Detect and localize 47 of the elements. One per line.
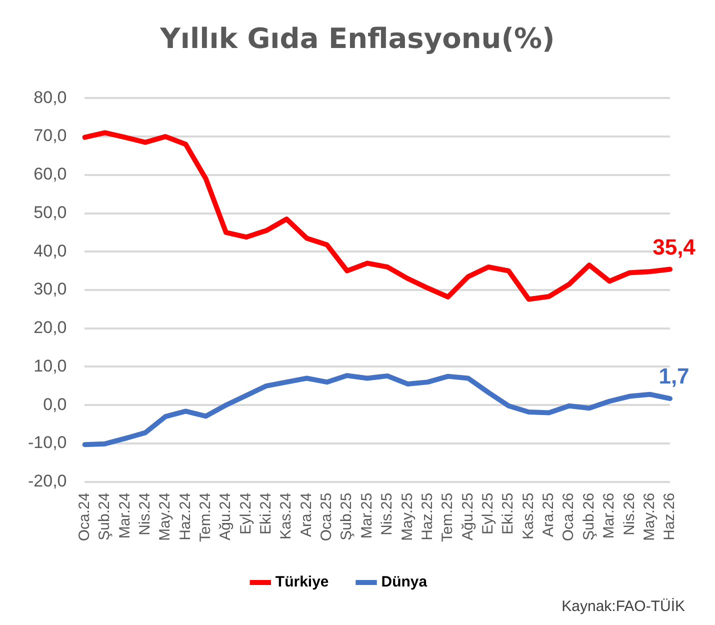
x-tick-label: Tem.24 bbox=[196, 492, 214, 542]
legend-label: Dünya bbox=[381, 574, 428, 591]
x-tick-label: Eki.25 bbox=[500, 492, 517, 535]
x-tick-label: Eyl.25 bbox=[480, 492, 497, 535]
x-tick-label: Ara.24 bbox=[298, 492, 315, 538]
x-tick-label: Mar.24 bbox=[116, 492, 134, 539]
x-tick-label: Eki.24 bbox=[258, 492, 275, 535]
x-tick-label: Şub.26 bbox=[580, 492, 598, 540]
y-tick-label: 50,0 bbox=[34, 202, 67, 222]
x-tick-label: Kas.24 bbox=[278, 492, 295, 540]
y-tick-label: -20,0 bbox=[28, 472, 67, 490]
legend-label: Türkiye bbox=[275, 574, 329, 591]
x-tick-label: Oca.25 bbox=[318, 492, 336, 542]
x-tick-label: Ağu.25 bbox=[459, 492, 476, 540]
y-tick-label: 70,0 bbox=[34, 126, 67, 146]
text: Kaynak:FAO-TÜİK bbox=[562, 598, 685, 615]
x-tick-label: Oca.24 bbox=[76, 492, 93, 542]
x-tick-label: Haz.24 bbox=[176, 492, 194, 540]
y-tick-label: 80,0 bbox=[34, 88, 67, 107]
x-tick-label: Haz.26 bbox=[661, 492, 678, 540]
data-label: 35,4 bbox=[652, 234, 696, 260]
x-tick-label: May.26 bbox=[640, 492, 658, 541]
x-tick-label: Mar.26 bbox=[600, 492, 618, 539]
x-tick-label: Tem.25 bbox=[439, 492, 456, 542]
x-tick-label: May.24 bbox=[156, 492, 174, 541]
x-tick-label: Ağu.24 bbox=[217, 492, 234, 540]
x-tick-label: Mar.25 bbox=[358, 492, 376, 539]
x-tick-label: Oca.26 bbox=[560, 492, 578, 542]
y-tick-label: 0,0 bbox=[43, 394, 67, 414]
y-tick-label: 30,0 bbox=[34, 280, 67, 299]
x-tick-label: Nis.25 bbox=[378, 492, 396, 536]
x-tick-label: Şub.25 bbox=[338, 492, 356, 540]
y-tick-label: 60,0 bbox=[34, 164, 67, 184]
x-tick-label: Eyl.24 bbox=[237, 492, 254, 535]
x-tick-label: Ara.25 bbox=[540, 492, 558, 538]
y-tick-label: 40,0 bbox=[34, 241, 67, 260]
x-tick-label: Şub.24 bbox=[96, 492, 114, 540]
y-tick-label: 20,0 bbox=[34, 318, 67, 338]
y-tick-label: 10,0 bbox=[34, 356, 67, 376]
x-tick-label: Kas.25 bbox=[520, 492, 537, 540]
x-tick-label: Nis.24 bbox=[136, 492, 154, 536]
chart-title: Yıllık Gıda Enflasyonu(%) bbox=[159, 22, 556, 55]
y-tick-label: -10,0 bbox=[28, 433, 67, 452]
x-tick-label: May.25 bbox=[398, 492, 416, 541]
x-tick-label: Haz.25 bbox=[418, 492, 436, 540]
data-label: 1,7 bbox=[658, 364, 690, 389]
x-tick-label: Nis.26 bbox=[620, 492, 638, 536]
